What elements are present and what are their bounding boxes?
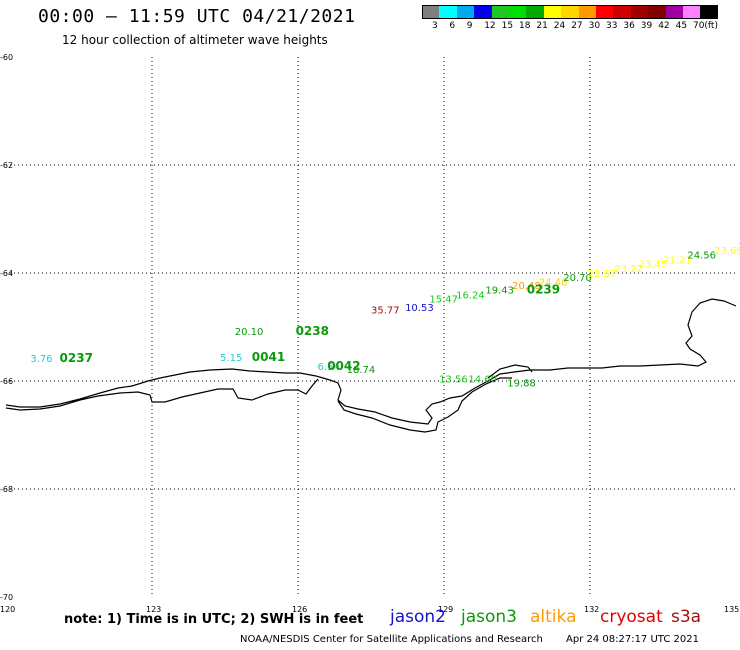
generated-timestamp: Apr 24 08:27:17 UTC 2021 bbox=[566, 634, 699, 645]
legend-label: 24 bbox=[553, 21, 566, 31]
legend-swatch bbox=[630, 5, 649, 19]
legend-swatch bbox=[474, 5, 492, 19]
wave-height-value: 20.48 bbox=[512, 281, 541, 292]
wave-height-value: 19.88 bbox=[507, 378, 536, 389]
legend-swatch bbox=[456, 5, 475, 19]
legend-label: 33 bbox=[606, 21, 618, 31]
wave-height-value: 6.54 bbox=[317, 362, 339, 373]
legend-swatch bbox=[700, 5, 718, 19]
legend-label: 30 bbox=[588, 21, 601, 31]
legend-swatch bbox=[509, 5, 527, 19]
legend-swatch bbox=[613, 5, 631, 19]
pass-time-label: 0237 bbox=[60, 351, 93, 365]
pass-time-label: 0238 bbox=[296, 324, 329, 338]
wave-height-value: 24.48 bbox=[539, 277, 568, 288]
pass-time-label: 0041 bbox=[252, 350, 285, 364]
pass-time-label: 0042 bbox=[327, 359, 360, 373]
satellite-legend-jason3: jason3 bbox=[461, 607, 517, 627]
legend-label: 6 bbox=[449, 21, 456, 31]
wave-height-value: 19.65 bbox=[738, 242, 740, 253]
longitude-tick-label: 120 bbox=[0, 605, 15, 614]
longitude-tick-label: 132 bbox=[584, 605, 599, 614]
units-note: note: 1) Time is in UTC; 2) SWH is in fe… bbox=[64, 612, 364, 627]
latitude-tick-label: -68 bbox=[0, 485, 13, 494]
wave-height-value: 24.56 bbox=[687, 250, 716, 261]
legend-label: 21 bbox=[536, 21, 548, 31]
wave-height-value: 13.56 bbox=[439, 375, 468, 386]
wave-height-value: 23.69 bbox=[714, 246, 740, 257]
map-title: 00:00 – 11:59 UTC 04/21/2021 bbox=[38, 6, 356, 27]
latitude-tick-label: -66 bbox=[0, 377, 13, 386]
wave-height-value: 16.24 bbox=[456, 290, 485, 301]
longitude-tick-label: 126 bbox=[292, 605, 307, 614]
legend-label: 12 bbox=[484, 21, 496, 31]
observation-layer: 3.76 5.15 20.10 6.54 18.74 35.77 10.5315.4716.… bbox=[30, 242, 740, 390]
legend-swatch bbox=[561, 5, 579, 19]
legend-swatch bbox=[526, 5, 544, 19]
wave-height-value: 23.45 bbox=[639, 260, 668, 271]
satellite-legend-cryosat: cryosat bbox=[600, 607, 663, 627]
legend-swatch bbox=[683, 5, 701, 19]
legend-frame bbox=[422, 5, 718, 19]
legend-swatch bbox=[439, 5, 457, 19]
legend-swatch bbox=[422, 5, 440, 19]
coastline bbox=[5, 298, 737, 433]
legend-swatch bbox=[578, 5, 596, 19]
latitude-tick-label: -62 bbox=[0, 161, 13, 170]
legend-swatch bbox=[596, 5, 614, 19]
wave-height-value: 20.70 bbox=[563, 273, 592, 284]
wave-height-value: 19.43 bbox=[485, 286, 514, 297]
legend-swatch bbox=[543, 5, 562, 19]
legend-label: 39 bbox=[640, 21, 653, 31]
wave-height-value: 23.22 bbox=[614, 264, 643, 275]
wave-height-value: 22.57 bbox=[588, 269, 617, 280]
legend-label: (ft) bbox=[704, 21, 718, 31]
longitude-tick-label: 135 bbox=[724, 605, 739, 614]
legend-swatch bbox=[491, 5, 509, 19]
legend-label: 70 bbox=[693, 21, 705, 31]
legend-swatch bbox=[665, 5, 683, 19]
pass-time-label: 0239 bbox=[527, 283, 560, 297]
wave-height-value: 20.10 bbox=[235, 327, 264, 338]
latitude-tick-label: -70 bbox=[0, 593, 13, 602]
legend-swatch bbox=[648, 5, 666, 19]
legend-label: 15 bbox=[501, 21, 514, 31]
longitude-tick-label: 129 bbox=[438, 605, 453, 614]
wave-height-value: 18.74 bbox=[347, 365, 376, 376]
wave-height-value: 21.21 bbox=[663, 255, 692, 266]
wave-height-value: 3.76 bbox=[30, 354, 52, 365]
legend-label: 45 bbox=[675, 21, 688, 31]
wave-height-value: 14.60 bbox=[468, 375, 497, 386]
latitude-tick-label: -60 bbox=[0, 53, 13, 62]
wave-height-value: 35.77 bbox=[371, 306, 400, 317]
map-subtitle: 12 hour collection of altimeter wave hei… bbox=[62, 33, 328, 47]
wave-height-value: 15.47 bbox=[429, 295, 458, 306]
satellite-legend-jason2: jason2 bbox=[390, 607, 446, 627]
legend-label: 9 bbox=[466, 21, 473, 31]
graticule: 120 123 126 129 132 135 -60 -62 -64 -66 -68 -70 bbox=[0, 53, 739, 614]
wave-height-value: 5.15 bbox=[220, 353, 242, 364]
longitude-tick-label: 123 bbox=[146, 605, 161, 614]
satellite-legend-altika: altika bbox=[530, 607, 577, 627]
wave-height-value: 10.53 bbox=[405, 303, 434, 314]
legend-label: 27 bbox=[571, 21, 583, 31]
latitude-tick-label: -64 bbox=[0, 269, 13, 278]
legend-label: 3 bbox=[432, 21, 438, 31]
legend-label: 36 bbox=[623, 21, 635, 31]
legend-label: 18 bbox=[519, 21, 531, 31]
antarctic-coastline bbox=[5, 298, 737, 433]
legend-label: 42 bbox=[658, 21, 670, 31]
satellite-legend-s3a: s3a bbox=[671, 607, 702, 627]
credit-line: NOAA/NESDIS Center for Satellite Applica… bbox=[240, 634, 543, 645]
